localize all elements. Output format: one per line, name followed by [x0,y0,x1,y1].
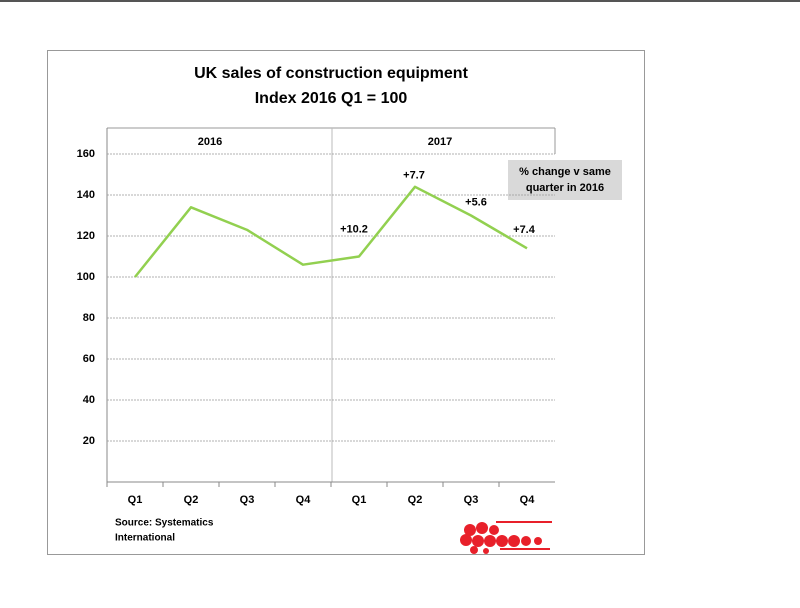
source: Source: Systematics [115,518,214,529]
y-tick-label: 120 [77,230,95,242]
change-label: +7.7 [403,170,425,182]
x-tick-label: Q2 [184,494,199,506]
chart-title: UK sales of construction equipment [194,65,468,82]
note: % change v same [519,166,611,178]
y-tick-label: 100 [77,271,95,283]
line [134,185,528,278]
chart-frame [47,50,645,555]
note-box [508,160,622,200]
y-tick-label: 140 [77,189,95,201]
x-tick-label: Q3 [240,494,255,506]
y-tick-label: 40 [83,394,95,406]
change-label: +7.4 [513,224,536,236]
x-tick-label: Q4 [520,494,536,506]
change-label: +5.6 [465,196,487,208]
group-label: 2017 [428,136,452,148]
x-tick-label: Q2 [408,494,423,506]
top-border [0,0,800,2]
change-label: +10.2 [340,223,368,235]
chart-subtitle: Index 2016 Q1 = 100 [255,90,408,107]
y-tick-label: 60 [83,353,95,365]
y-tick-label: 20 [83,435,95,447]
group-label: 2016 [198,136,222,148]
x-tick-label: Q3 [464,494,479,506]
logo [460,521,552,554]
x-tick-label: Q4 [296,494,312,506]
x-tick-label: Q1 [352,494,367,506]
source: International [115,533,175,544]
y-tick-label: 160 [77,148,95,160]
note: quarter in 2016 [526,182,604,194]
y-tick-label: 80 [83,312,95,324]
x-tick-label: Q1 [128,494,143,506]
